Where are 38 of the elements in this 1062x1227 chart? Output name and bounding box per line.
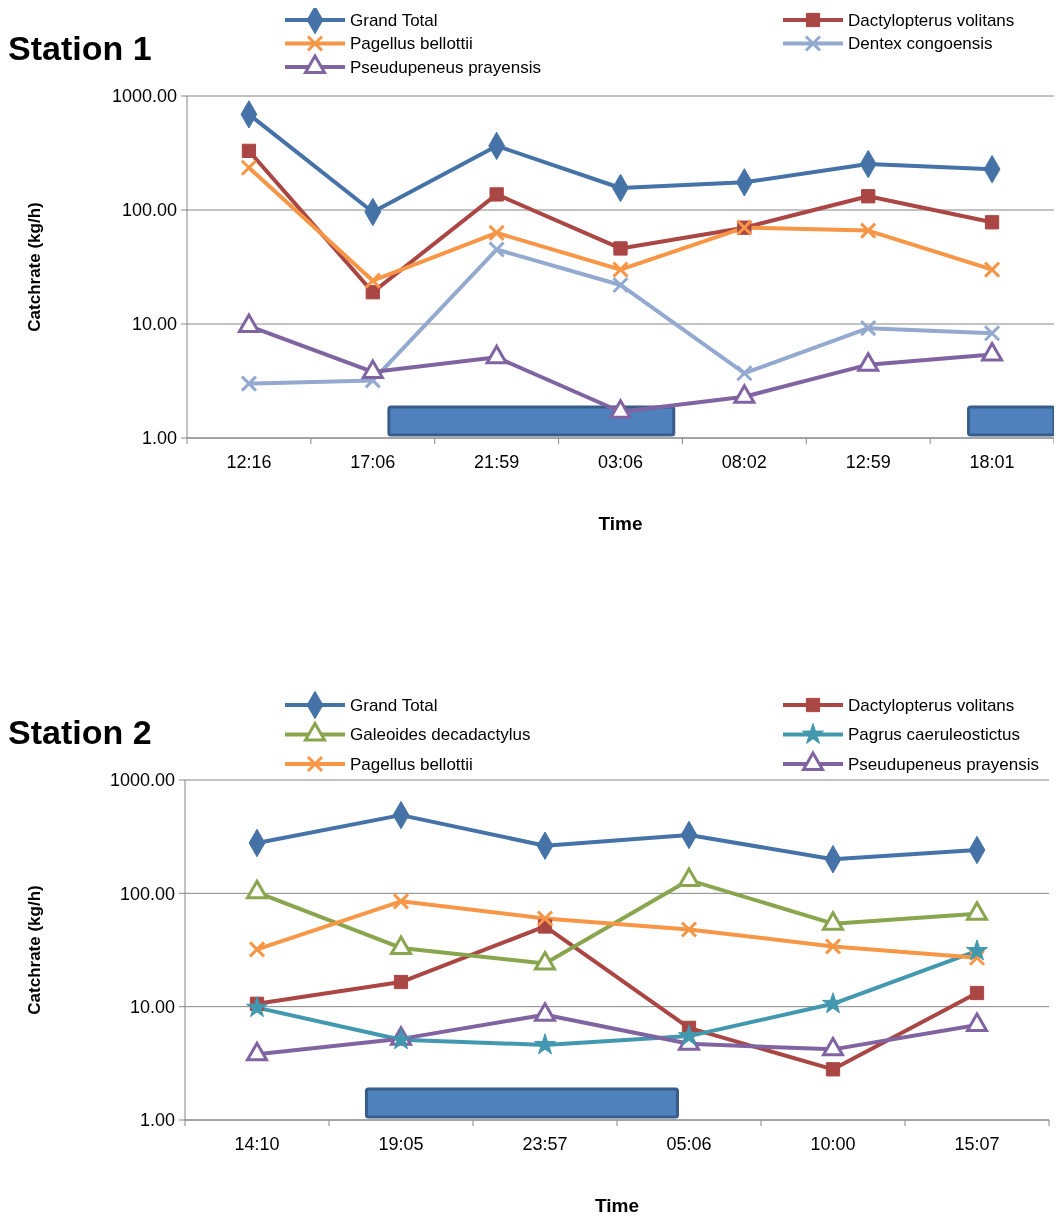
legend-label: Pagrus caeruleostictus	[848, 725, 1020, 745]
x-tick-label: 05:06	[666, 1134, 712, 1154]
x-tick-label: 17:06	[350, 452, 396, 472]
x-tick-label: 12:16	[226, 452, 272, 472]
y-tick-label: 1.00	[139, 1110, 175, 1131]
legend-label: Pseudupeneus prayensis	[350, 57, 541, 77]
x-tick-label: 18:01	[969, 452, 1015, 472]
x-tick-label: 23:57	[522, 1134, 568, 1154]
y-axis-title: Catchrate (kg/h)	[25, 885, 44, 1015]
legend-label: Grand Total	[350, 10, 438, 30]
legend-label: Dentex congoensis	[848, 34, 993, 54]
legend-label: Dactylopterus volitans	[848, 10, 1015, 30]
legend-label: Pagellus bellottii	[350, 754, 473, 774]
x-axis-title: Time	[598, 513, 643, 534]
x-tick-label: 03:06	[597, 452, 644, 472]
x-tick-label: 10:00	[810, 1134, 856, 1154]
x-tick-label: 12:59	[845, 452, 891, 472]
chart-title: Station 2	[8, 713, 152, 751]
y-tick-label: 100.00	[121, 200, 177, 221]
y-tick-label: 1.00	[141, 428, 177, 449]
x-axis-title: Time	[594, 1195, 640, 1216]
y-tick-label: 1000.00	[111, 86, 177, 107]
y-tick-label: 10.00	[129, 996, 175, 1017]
legend-label: Dactylopterus volitans	[848, 695, 1015, 715]
x-tick-label: 08:02	[721, 452, 767, 472]
chart-title: Station 1	[8, 29, 152, 67]
y-tick-label: 100.00	[119, 883, 175, 904]
y-tick-label: 10.00	[131, 314, 177, 335]
x-tick-label: 21:59	[474, 452, 520, 472]
x-tick-label: 15:07	[954, 1134, 1000, 1154]
x-tick-label: 14:10	[234, 1134, 280, 1154]
legend-label: Grand Total	[350, 695, 438, 715]
legend-label: Galeoides decadactylus	[350, 725, 531, 745]
y-axis-title: Catchrate (kg/h)	[25, 202, 44, 332]
y-tick-label: 1000.00	[109, 770, 175, 791]
x-tick-label: 19:05	[378, 1134, 424, 1154]
legend-label: Pagellus bellottii	[350, 34, 473, 54]
legend-label: Pseudupeneus prayensis	[848, 754, 1039, 774]
